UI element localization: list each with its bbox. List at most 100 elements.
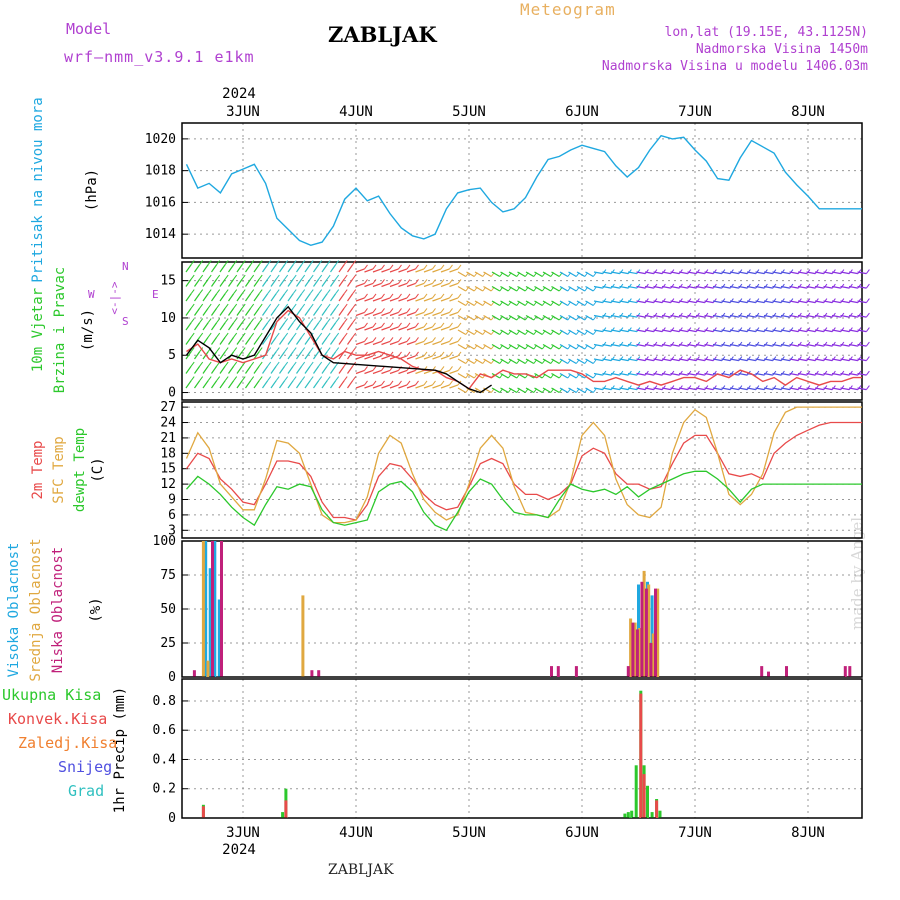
wind-barb-flag bbox=[721, 370, 726, 376]
wind-barb-flag bbox=[662, 356, 666, 361]
wind-barb bbox=[729, 300, 740, 304]
wind-barb bbox=[729, 358, 740, 362]
wind-barb bbox=[330, 322, 337, 331]
wind-barb bbox=[789, 387, 799, 391]
wind-barb bbox=[219, 264, 226, 273]
y-tick-label: 25 bbox=[160, 636, 176, 651]
wind-barb bbox=[551, 314, 560, 321]
wind-barb bbox=[619, 343, 629, 347]
wind-barb-flag bbox=[352, 260, 357, 265]
wind-barb-flag bbox=[233, 303, 238, 309]
temp-2m-label: 2m Temp bbox=[30, 440, 46, 499]
wind-barb bbox=[228, 336, 235, 345]
wind-barb-flag bbox=[372, 293, 377, 299]
wind-barb-flag bbox=[840, 312, 845, 318]
wind-barb-flag bbox=[364, 380, 368, 386]
cloud-bar bbox=[767, 671, 770, 677]
wind-barb bbox=[236, 264, 243, 273]
bottom-day-label: 3JUN bbox=[226, 825, 260, 841]
wind-barb bbox=[389, 297, 399, 302]
wind-barb bbox=[321, 336, 328, 345]
wind-barb-flag bbox=[415, 308, 419, 313]
wind-barb bbox=[279, 351, 286, 360]
wind-barb-flag bbox=[449, 337, 453, 342]
wind-barb bbox=[746, 358, 757, 362]
wind-barb bbox=[415, 340, 425, 346]
wind-barb bbox=[423, 268, 433, 273]
wind-barb-flag bbox=[815, 385, 819, 390]
wind-barb bbox=[219, 278, 226, 287]
wind-barb-flag bbox=[789, 283, 794, 289]
wind-barb-flag bbox=[216, 318, 221, 323]
wind-barb bbox=[279, 365, 286, 374]
wind-barb-flag bbox=[381, 380, 385, 386]
wind-barb-flag bbox=[798, 283, 802, 289]
wind-barb-flag bbox=[755, 327, 760, 332]
y-tick-label: 10 bbox=[160, 311, 176, 326]
wind-barb-flag bbox=[670, 327, 675, 332]
wind-barb bbox=[729, 387, 740, 391]
wind-barb bbox=[500, 329, 509, 336]
wind-barb-flag bbox=[670, 356, 675, 361]
wind-barb-flag bbox=[738, 341, 743, 347]
wind-barb-flag bbox=[832, 269, 836, 274]
wind-barb bbox=[185, 322, 192, 331]
wind-barb bbox=[763, 387, 774, 391]
wind-barb bbox=[372, 268, 382, 273]
wind-barb bbox=[202, 365, 209, 374]
wind-barb-flag bbox=[233, 376, 238, 381]
wind-barb-flag bbox=[653, 283, 658, 289]
wind-barb-flag bbox=[636, 298, 641, 303]
wind-barb bbox=[491, 271, 501, 278]
wind-barb bbox=[627, 329, 638, 333]
wind-barb bbox=[287, 278, 294, 287]
wind-barb-flag bbox=[781, 283, 785, 289]
wind-barb-flag bbox=[764, 269, 768, 274]
wind-barb-flag bbox=[398, 337, 402, 342]
wind-barb-flag bbox=[398, 293, 402, 299]
wind-barb bbox=[695, 387, 706, 391]
wind-barb bbox=[695, 271, 706, 275]
wind-barb-flag bbox=[224, 303, 229, 309]
wind-barb bbox=[636, 329, 646, 333]
wind-barb bbox=[551, 358, 560, 365]
wind-barb bbox=[313, 307, 320, 316]
wind-barb bbox=[245, 365, 252, 374]
wind-barb-flag bbox=[696, 370, 700, 376]
wind-barb-flag bbox=[398, 308, 402, 313]
wind-barb-flag bbox=[318, 260, 323, 265]
wind-barb-flag bbox=[713, 385, 717, 390]
wind-barb-flag bbox=[364, 308, 368, 313]
wind-barb bbox=[236, 322, 243, 331]
wind-barb bbox=[712, 358, 723, 362]
wind-barb-flag bbox=[250, 274, 255, 280]
wind-barb bbox=[194, 351, 201, 360]
wind-barb-flag bbox=[798, 312, 802, 318]
wind-barb-flag bbox=[406, 308, 411, 313]
wind-barb bbox=[610, 387, 621, 391]
wind-barb bbox=[806, 343, 816, 347]
wind-barb-flag bbox=[832, 370, 836, 376]
y-tick-label: 1016 bbox=[145, 195, 176, 210]
wind-barb bbox=[576, 285, 586, 292]
wind-barb bbox=[304, 380, 311, 389]
wind-barb bbox=[840, 387, 850, 391]
wind-barb bbox=[279, 380, 286, 389]
wind-barb bbox=[780, 372, 791, 376]
wind-barb-flag bbox=[241, 347, 246, 352]
wind-barb bbox=[763, 329, 774, 333]
wind-barb bbox=[661, 300, 672, 304]
wind-barb bbox=[321, 278, 328, 287]
wind-barb-flag bbox=[372, 337, 377, 342]
wind-barb bbox=[202, 264, 209, 273]
wind-barb-flag bbox=[216, 260, 221, 265]
wind-barb bbox=[194, 293, 201, 302]
wind-barb bbox=[457, 343, 467, 350]
wind-barb bbox=[644, 387, 655, 391]
wind-barb bbox=[457, 285, 467, 292]
wind-barb bbox=[415, 311, 425, 317]
wind-barb bbox=[381, 340, 391, 346]
wind-barb bbox=[823, 271, 833, 275]
wind-barb bbox=[763, 372, 774, 376]
wind-unit: (m/s) bbox=[80, 309, 96, 351]
